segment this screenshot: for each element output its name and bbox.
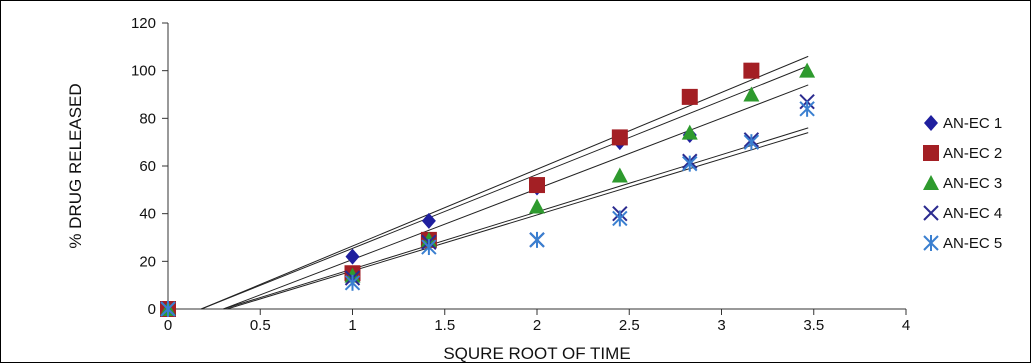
trend-line xyxy=(226,132,809,310)
data-point-series-5 xyxy=(682,155,698,172)
legend-label-series-3: AN-EC 3 xyxy=(943,175,1002,192)
data-point-series-3 xyxy=(681,124,698,140)
legend-marker-series-4 xyxy=(923,205,939,221)
legend-marker-series-3 xyxy=(923,175,939,190)
trend-line xyxy=(223,84,809,310)
y-tick-label: 40 xyxy=(139,206,156,223)
data-point-series-5 xyxy=(743,134,760,151)
data-point-series-5 xyxy=(421,239,437,256)
x-tick-label: 3 xyxy=(717,317,725,334)
legend-label-series-1: AN-EC 1 xyxy=(943,115,1002,132)
data-point-series-2 xyxy=(611,129,628,146)
x-tick-label: 2.5 xyxy=(619,317,640,334)
x-tick-label: 0.5 xyxy=(250,317,271,334)
legend-label-series-4: AN-EC 4 xyxy=(943,205,1002,222)
data-point-series-5 xyxy=(529,231,545,248)
y-tick-label: 100 xyxy=(131,63,156,80)
data-point-series-5 xyxy=(344,274,361,291)
data-point-series-3 xyxy=(743,86,760,102)
x-tick-label: 1 xyxy=(348,317,356,334)
trend-line xyxy=(201,55,809,310)
legend-label-series-5: AN-EC 5 xyxy=(943,235,1002,252)
y-tick-label: 80 xyxy=(139,110,156,127)
data-point-series-3 xyxy=(611,167,628,183)
y-tick-label: 60 xyxy=(139,158,156,175)
x-tick-label: 0 xyxy=(164,317,172,334)
legend-marker-series-2 xyxy=(923,145,939,161)
data-point-series-5 xyxy=(612,210,628,227)
x-tick-label: 2 xyxy=(533,317,541,334)
x-axis-title: SQURE ROOT OF TIME xyxy=(443,344,630,363)
x-tick-label: 1.5 xyxy=(434,317,455,334)
data-point-series-2 xyxy=(529,177,545,194)
y-tick-label: 20 xyxy=(139,253,156,270)
trend-line xyxy=(223,127,809,310)
data-point-series-5 xyxy=(160,301,176,317)
x-tick-label: 3.5 xyxy=(803,317,824,334)
legend-marker-series-5 xyxy=(923,235,939,251)
legend-label-series-2: AN-EC 2 xyxy=(943,145,1002,162)
data-point-series-1 xyxy=(421,212,436,229)
x-tick-label: 4 xyxy=(902,317,910,334)
data-point-series-1 xyxy=(345,248,360,265)
data-point-series-5 xyxy=(799,100,815,117)
y-tick-label: 0 xyxy=(148,301,156,318)
data-point-series-3 xyxy=(529,198,545,214)
trend-line xyxy=(201,65,809,310)
data-point-series-2 xyxy=(743,62,760,79)
data-point-series-3 xyxy=(799,62,816,78)
data-point-series-2 xyxy=(681,88,698,105)
legend-marker-series-1 xyxy=(924,115,938,131)
y-axis-title: % DRUG RELEASED xyxy=(66,83,85,248)
y-tick-label: 120 xyxy=(131,15,156,32)
